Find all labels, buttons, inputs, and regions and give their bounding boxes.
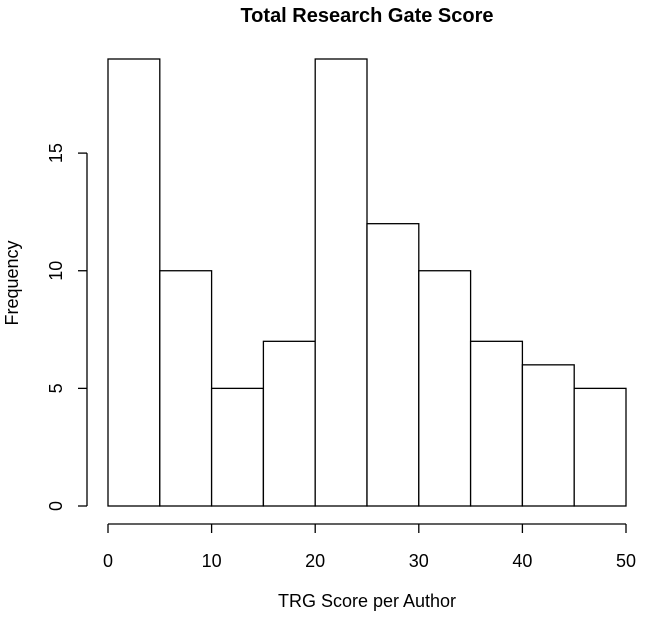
y-axis-label: Frequency [2, 240, 22, 325]
y-tick-label-3: 15 [46, 143, 66, 163]
histogram-bar-2 [210, 387, 265, 507]
histogram-bar-8 [521, 364, 575, 507]
x-axis-label: TRG Score per Author [278, 591, 456, 611]
x-tick-label-2: 20 [305, 551, 325, 571]
y-tick-label-2: 10 [46, 261, 66, 281]
y-tick-label-0: 0 [46, 501, 66, 511]
x-tick-label-1: 10 [202, 551, 222, 571]
bars-group [107, 58, 627, 507]
histogram-bar-3 [262, 340, 316, 507]
histogram-bar-6 [418, 270, 472, 507]
histogram-bar-0 [107, 58, 161, 507]
y-tick-label-1: 5 [46, 383, 66, 393]
x-tick-label-5: 50 [616, 551, 636, 571]
x-tick-label-4: 40 [512, 551, 532, 571]
y-axis: 0 5 10 15 [46, 143, 88, 511]
histogram-bar-1 [159, 270, 213, 507]
histogram-bar-5 [366, 223, 420, 507]
histogram-bar-7 [469, 340, 524, 507]
x-tick-label-0: 0 [103, 551, 113, 571]
histogram-bar-9 [573, 387, 627, 507]
x-tick-label-3: 30 [409, 551, 429, 571]
x-axis: 0 10 20 30 40 50 [103, 523, 636, 571]
chart-title: Total Research Gate Score [240, 5, 493, 27]
histogram-bar-4 [314, 58, 368, 507]
